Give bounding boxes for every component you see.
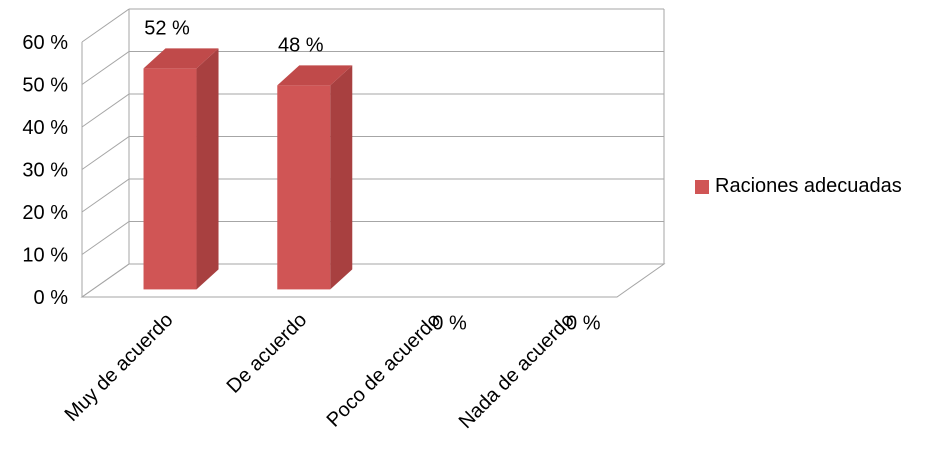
x-tick-label: Nada de acuerdo	[455, 309, 579, 433]
y-tick-label: 60 %	[22, 32, 68, 54]
bar-top	[143, 48, 219, 69]
chart-bars	[143, 48, 353, 290]
gridline-side	[81, 8, 130, 43]
y-tick-label: 0 %	[34, 287, 69, 309]
gridline-side	[81, 93, 130, 128]
gridline-side	[81, 136, 130, 170]
chart-legend: Raciones adecuadas	[695, 175, 902, 198]
x-tick-label: Muy de acuerdo	[61, 309, 178, 426]
gridline-side	[81, 51, 130, 85]
x-tick-label: De acuerdo	[223, 309, 312, 398]
bar-front	[143, 68, 197, 290]
y-tick-label: 20 %	[22, 202, 68, 224]
data-label: 48 %	[278, 34, 324, 56]
legend-swatch	[695, 179, 709, 194]
gridline-side	[81, 263, 130, 298]
x-tick-label: Poco de acuerdo	[323, 309, 445, 431]
gridline-side	[81, 178, 130, 213]
y-tick-label: 40 %	[22, 117, 68, 139]
legend-label: Raciones adecuadas	[715, 175, 902, 197]
data-label: 52 %	[144, 17, 190, 39]
data-label: 0 %	[432, 312, 467, 334]
y-tick-label: 50 %	[22, 75, 68, 97]
y-tick-label: 30 %	[22, 160, 68, 182]
y-tick-label: 10 %	[22, 245, 68, 267]
bar-top	[277, 65, 353, 86]
bar-side	[330, 65, 353, 290]
bar-side	[196, 48, 219, 290]
bar-front	[277, 85, 331, 290]
gridline-side	[81, 221, 130, 255]
data-label: 0 %	[566, 312, 601, 334]
